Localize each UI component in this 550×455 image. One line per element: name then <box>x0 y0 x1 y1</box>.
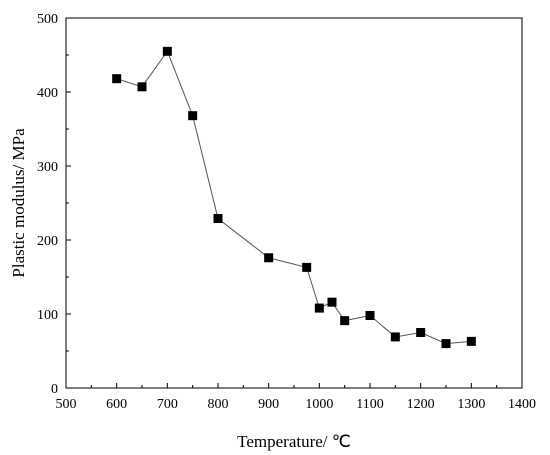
data-point <box>365 310 375 320</box>
x-tick-label: 500 <box>56 397 77 412</box>
x-tick-label: 900 <box>258 397 279 412</box>
y-axis-ticks <box>66 17 71 389</box>
data-point <box>390 332 400 342</box>
x-tick-label: 1000 <box>305 397 333 412</box>
data-point <box>162 46 172 56</box>
y-axis-tick-labels: 0 100 200 300 400 500 <box>37 12 58 397</box>
plot-frame <box>65 17 523 389</box>
x-tick-label: 800 <box>208 397 229 412</box>
y-tick-label: 300 <box>37 160 58 175</box>
data-point <box>466 336 476 346</box>
data-point <box>441 339 451 349</box>
data-point <box>314 303 324 313</box>
series-group <box>112 46 476 349</box>
y-axis-title: Plastic modulus/ MPa <box>9 128 28 278</box>
data-point <box>340 316 350 326</box>
data-point <box>302 262 312 272</box>
data-point <box>213 214 223 224</box>
data-point <box>416 328 426 337</box>
series-line <box>116 50 472 345</box>
x-tick-label: 700 <box>157 397 178 412</box>
data-point <box>112 74 122 84</box>
x-tick-label: 600 <box>106 397 127 412</box>
x-tick-label: 1100 <box>356 397 383 412</box>
data-point <box>264 253 274 263</box>
data-point <box>188 111 198 121</box>
x-axis-tick-labels: 500 600 700 800 900 1000 1100 1200 1300 1400 <box>56 397 537 412</box>
x-axis-title: Temperature/ ℃ <box>237 432 351 451</box>
x-tick-label: 1300 <box>457 397 485 412</box>
x-tick-label: 1200 <box>407 397 435 412</box>
y-tick-label: 100 <box>37 308 58 323</box>
y-tick-label: 0 <box>51 382 58 397</box>
y-tick-label: 200 <box>37 234 58 249</box>
y-tick-label: 500 <box>37 12 58 27</box>
x-tick-label: 1400 <box>508 397 536 412</box>
x-axis-ticks <box>65 383 523 388</box>
y-tick-label: 400 <box>37 86 58 101</box>
data-point <box>327 297 337 307</box>
data-point <box>137 82 147 92</box>
